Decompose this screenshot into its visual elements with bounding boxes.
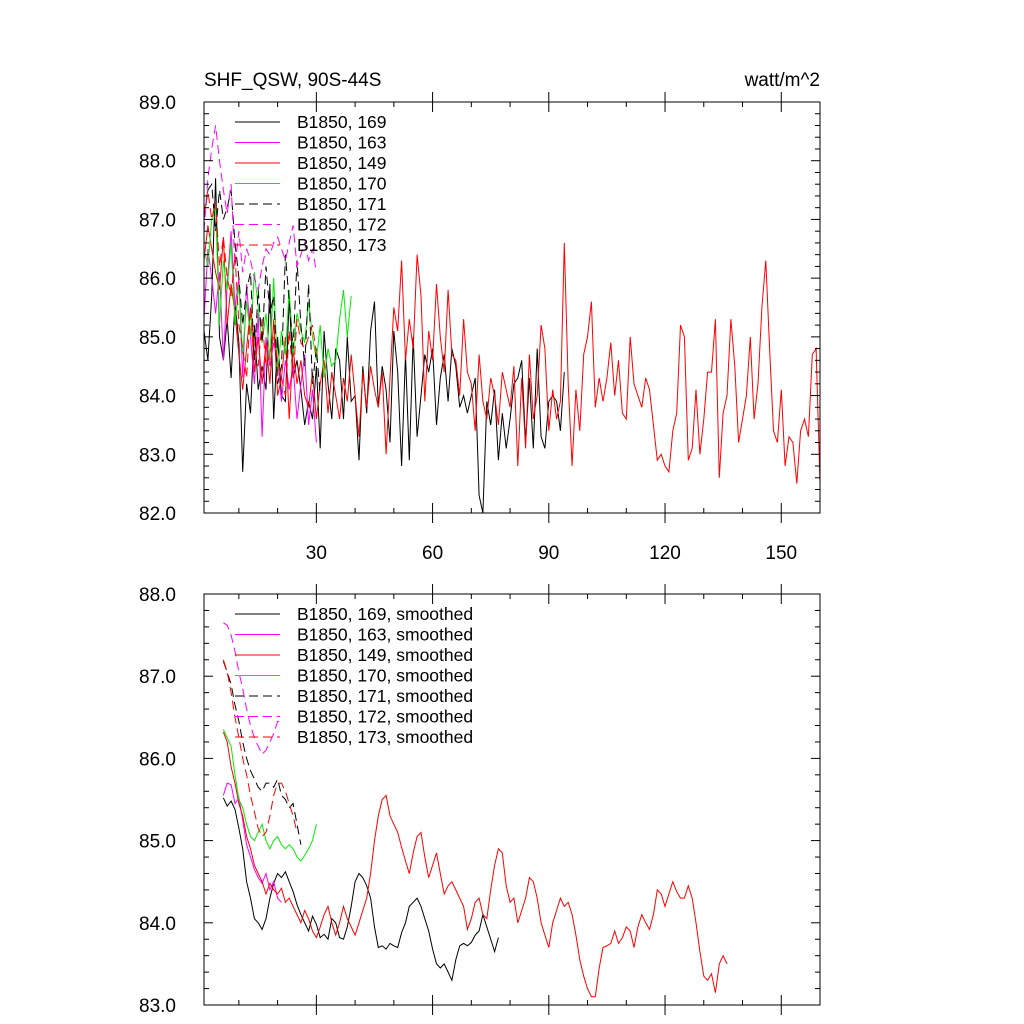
legend-label: B1850, 172, smoothed — [297, 707, 473, 727]
y-tick-label: 82.0 — [139, 504, 176, 525]
x-tick-label: 30 — [306, 543, 327, 564]
top-series-line-5 — [203, 182, 321, 396]
top-series-line-3 — [203, 225, 821, 484]
y-tick-label: 85.0 — [139, 328, 176, 349]
units-label: watt/m^2 — [744, 70, 820, 91]
legend-label: B1850, 170, smoothed — [297, 666, 473, 686]
bottom-series-line-5 — [222, 661, 302, 845]
top-series-line-4 — [203, 207, 352, 379]
bottom-series-line-3 — [222, 731, 728, 998]
legend-label: B1850, 173, smoothed — [297, 727, 473, 747]
legend-label: B1850, 149, smoothed — [297, 645, 473, 665]
y-tick-label: 89.0 — [139, 93, 176, 114]
top-series-line-2 — [203, 231, 317, 443]
top-series-lines — [203, 125, 821, 514]
legend-label: B1850, 172 — [297, 215, 387, 235]
legend-label: B1850, 173 — [297, 235, 387, 255]
top-series-line-7 — [203, 190, 317, 396]
bottom-series-line-7 — [222, 659, 298, 838]
y-tick-label: 83.0 — [139, 445, 176, 466]
legend-label: B1850, 169, smoothed — [297, 604, 473, 624]
top-series-line-6 — [203, 125, 317, 291]
legend-label: B1850, 170 — [297, 174, 387, 194]
y-tick-label: 88.0 — [139, 585, 176, 606]
y-tick-label: 85.0 — [139, 832, 176, 853]
chart-title: SHF_QSW, 90S-44S — [204, 70, 381, 91]
legend-label: B1850, 149 — [297, 153, 387, 173]
legend-label: B1850, 169 — [297, 112, 387, 132]
y-tick-label: 86.0 — [139, 269, 176, 290]
bottom-series-line-6 — [223, 622, 282, 756]
top-chart-panel: SHF_QSW, 90S-44S watt/m^2 82.0 83.0 84.0 85… — [139, 70, 821, 564]
bottom-chart-panel: 83.0 84.0 85.0 86.0 87.0 88.0 B1850, 169, smo… — [139, 584, 821, 1017]
y-tick-label: 87.0 — [139, 667, 176, 688]
bottom-series-lines — [222, 622, 728, 998]
x-tick-label: 60 — [422, 543, 443, 564]
x-tick-label: 120 — [649, 543, 681, 564]
y-tick-label: 88.0 — [139, 152, 176, 173]
y-tick-label: 84.0 — [139, 387, 176, 408]
bottom-plot-frame — [203, 593, 821, 1006]
legend-label: B1850, 171 — [297, 194, 387, 214]
y-tick-label: 84.0 — [139, 914, 176, 935]
bottom-series-line-4 — [222, 729, 317, 862]
bottom-axis-ticks: 83.0 84.0 85.0 86.0 87.0 88.0 — [139, 584, 821, 1017]
x-tick-label: 150 — [765, 543, 797, 564]
top-axis-ticks: 82.0 83.0 84.0 85.0 86.0 87.0 88.0 89.0 30 60 90 12… — [139, 92, 821, 564]
legend-label: B1850, 163 — [297, 133, 387, 153]
legend-label: B1850, 171, smoothed — [297, 686, 473, 706]
bottom-series-line-1 — [222, 797, 499, 982]
y-tick-label: 83.0 — [139, 996, 176, 1017]
y-tick-label: 87.0 — [139, 210, 176, 231]
legend-label: B1850, 163, smoothed — [297, 625, 473, 645]
x-tick-label: 90 — [538, 543, 559, 564]
top-plot-frame — [203, 101, 821, 514]
y-tick-label: 86.0 — [139, 749, 176, 770]
